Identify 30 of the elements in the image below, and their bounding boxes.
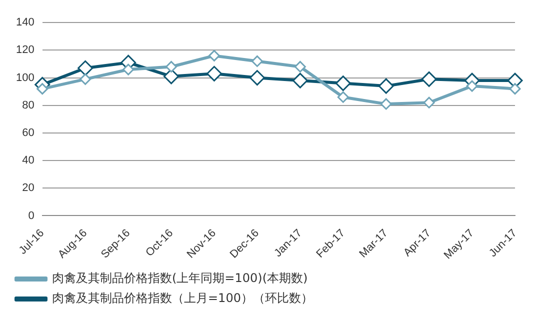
y-tick-label: 20 [22,182,34,194]
point [206,66,222,82]
point [380,98,392,110]
point [208,50,220,62]
point [423,96,435,108]
y-tick-label: 100 [16,72,34,84]
point [509,83,521,95]
point [335,76,351,92]
point [78,60,94,76]
legend-label: 肉禽及其制品价格指数（上月=100）（环比数） [52,291,313,306]
point [164,68,180,84]
point [122,64,134,76]
point [378,78,394,94]
point [36,83,48,95]
point [80,73,92,85]
point [294,60,306,72]
point [166,60,178,72]
point [249,70,265,86]
point [337,91,349,103]
y-tick-label: 80 [22,99,34,112]
point [292,72,308,88]
y-tick-label: 120 [16,44,34,56]
point [466,80,478,92]
y-tick-label: 0 [28,210,34,222]
point [421,71,437,87]
y-tick-label: 60 [22,126,34,139]
legend-label: 肉禽及其制品价格指数(上年同期=100)(本期数) [52,271,308,286]
y-tick-label: 40 [22,154,34,167]
point [251,55,263,67]
y-tick-label: 140 [16,16,34,29]
